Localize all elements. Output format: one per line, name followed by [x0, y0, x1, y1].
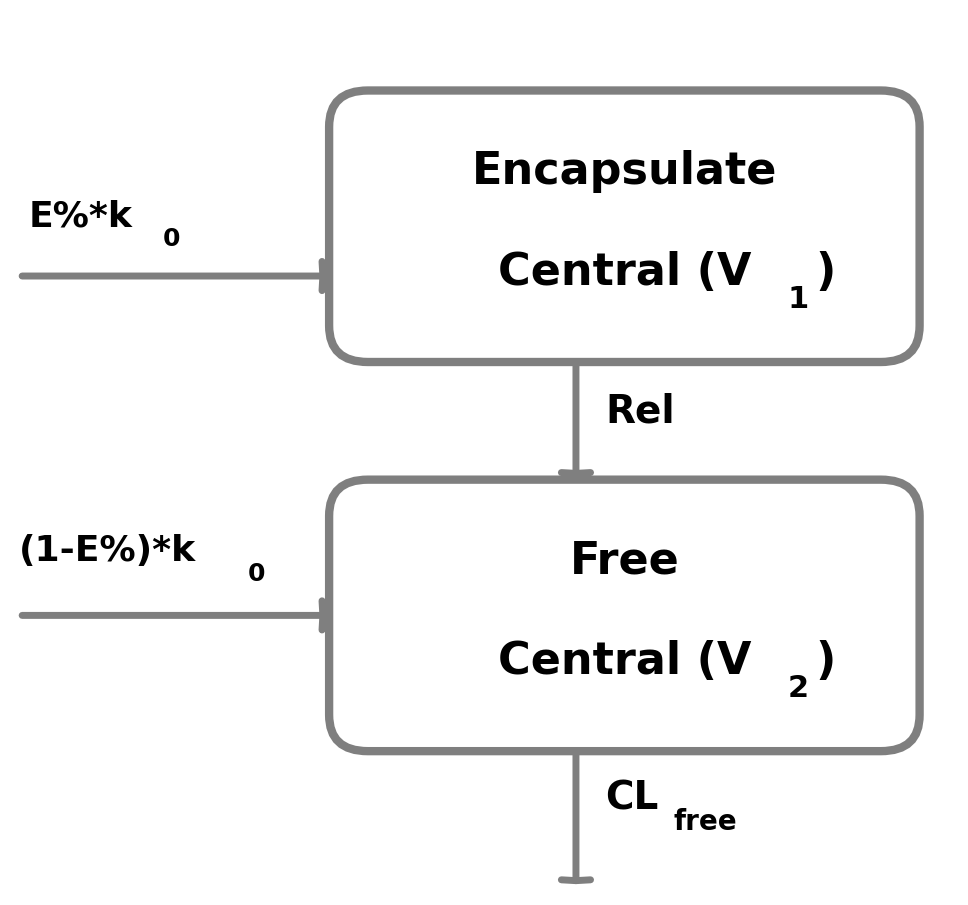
Text: Central (V: Central (V [498, 251, 751, 294]
Text: Encapsulate: Encapsulate [471, 150, 777, 194]
Text: ): ) [815, 251, 835, 294]
Text: 1: 1 [788, 285, 809, 314]
Text: 0: 0 [163, 227, 181, 252]
Text: CL: CL [605, 780, 658, 818]
Text: Rel: Rel [605, 393, 675, 431]
Text: E%*k: E%*k [29, 199, 133, 233]
Text: (1-E%)*k: (1-E%)*k [19, 534, 197, 568]
Text: 2: 2 [788, 674, 809, 703]
Text: Central (V: Central (V [498, 640, 751, 683]
Text: Free: Free [569, 539, 680, 583]
Text: 0: 0 [248, 562, 265, 586]
Text: free: free [674, 808, 738, 836]
FancyBboxPatch shape [329, 90, 920, 362]
FancyBboxPatch shape [329, 480, 920, 751]
Text: ): ) [815, 640, 835, 683]
